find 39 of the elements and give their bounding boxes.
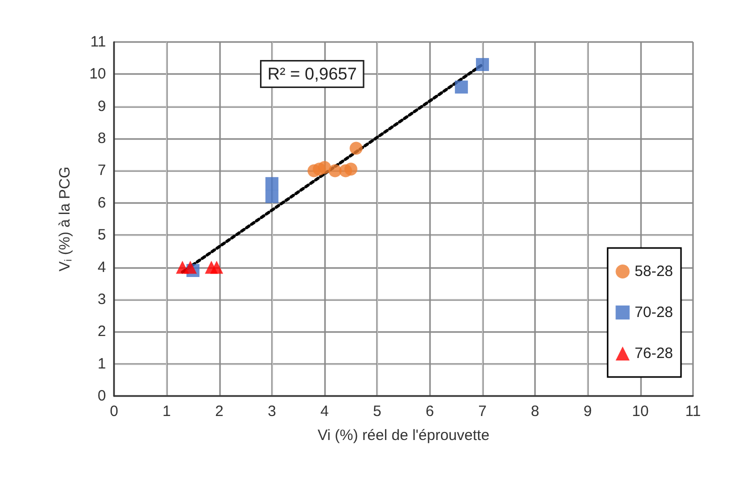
x-tick-label: 6 [426, 403, 434, 420]
point [350, 142, 363, 155]
x-axis-title: Vi (%) réel de l'éprouvette [318, 427, 490, 444]
x-tick-label: 10 [632, 403, 649, 420]
y-tick-label: 3 [98, 290, 106, 308]
legend-label: 70-28 [634, 304, 674, 321]
legend-label: 58-28 [634, 263, 674, 280]
x-tick-label: 4 [320, 403, 329, 420]
point [265, 177, 278, 190]
y-tick-label: 1 [98, 355, 106, 372]
x-tick-label: 8 [530, 403, 540, 420]
point [210, 260, 224, 274]
y-tick-label: 2 [98, 323, 106, 340]
point [265, 190, 278, 203]
y-tick-label: 7 [98, 162, 106, 180]
point [184, 260, 197, 274]
y-tick-label: 11 [90, 34, 106, 50]
x-tick-label: 1 [162, 403, 171, 420]
point [476, 58, 489, 72]
legend-label: 76-28 [634, 345, 674, 362]
x-tick-label: 3 [268, 403, 276, 420]
y-tick-label: 0 [98, 388, 106, 404]
x-tick-label: 7 [478, 403, 487, 420]
y-tick-label: 9 [98, 98, 106, 115]
x-tick-label: 2 [215, 403, 224, 420]
x-tick-label: 5 [373, 403, 382, 420]
y-tick-label: 4 [98, 258, 106, 276]
point [344, 162, 358, 176]
point [318, 161, 332, 174]
point [454, 80, 468, 94]
y-tick-label: 5 [98, 226, 106, 244]
annotation: R² = 0,9657 [268, 64, 357, 84]
x-tick-label: 9 [584, 403, 592, 420]
x-tick-label: 0 [110, 403, 118, 420]
x-tick-label: 11 [685, 403, 701, 420]
y-tick-label: 8 [98, 130, 106, 148]
y-tick-label: 6 [98, 194, 106, 212]
y-axis-title: Vi (%) à la PCG [56, 166, 74, 272]
y-tick-label: 10 [89, 66, 106, 83]
